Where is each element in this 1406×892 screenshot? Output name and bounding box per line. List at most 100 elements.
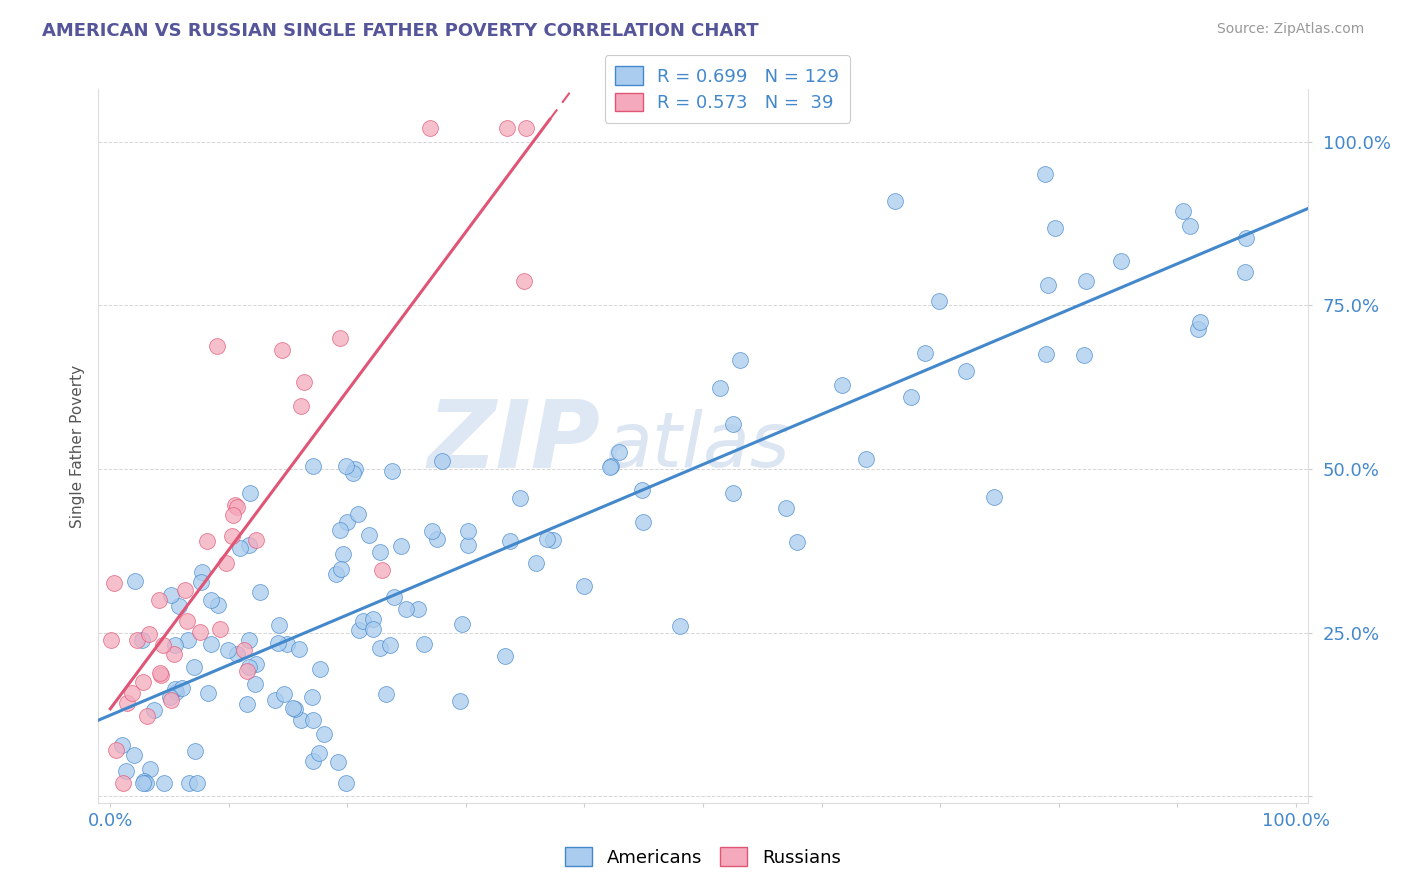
Point [176,614,198,628]
Point [112,776,135,790]
Point [332,547,354,561]
Point [457,538,479,552]
Point [290,713,312,727]
Point [509,491,531,505]
Point [1180,219,1202,234]
Point [1109,253,1132,268]
Point [378,638,401,652]
Point [343,461,366,475]
Point [406,602,429,616]
Point [329,523,352,537]
Point [495,648,517,663]
Point [374,687,396,701]
Point [235,697,257,711]
Point [238,633,260,648]
Point [513,274,536,288]
Point [103,576,125,591]
Point [709,381,731,395]
Point [599,460,621,475]
Point [1171,203,1194,218]
Point [245,533,267,548]
Point [124,574,146,589]
Point [382,590,405,604]
Point [236,664,259,678]
Point [153,776,176,790]
Point [170,681,193,695]
Point [786,535,808,549]
Point [301,690,323,704]
Point [389,539,412,553]
Point [276,637,298,651]
Point [543,533,565,547]
Point [100,633,122,648]
Point [536,532,558,546]
Point [326,755,349,769]
Point [127,632,149,647]
Point [495,121,517,136]
Point [325,567,347,582]
Point [1189,314,1212,328]
Point [302,459,325,474]
Point [290,399,312,413]
Point [159,588,181,602]
Point [329,331,352,345]
Point [831,377,853,392]
Point [243,677,266,691]
Point [1038,277,1060,292]
Legend: R = 0.699   N = 129, R = 0.573   N =  39: R = 0.699 N = 129, R = 0.573 N = 39 [605,55,849,123]
Point [419,121,441,136]
Point [283,701,305,715]
Point [335,458,357,473]
Point [314,727,336,741]
Point [245,657,267,671]
Text: atlas: atlas [606,409,790,483]
Point [266,636,288,650]
Point [1187,322,1209,336]
Point [191,565,214,579]
Point [165,685,187,699]
Point [309,662,332,676]
Point [413,637,436,651]
Point [105,742,128,756]
Point [183,660,205,674]
Point [330,561,353,575]
Point [229,541,252,555]
Point [195,534,218,549]
Point [225,647,247,661]
Point [160,692,183,706]
Point [288,642,311,657]
Point [163,638,186,652]
Point [955,364,977,378]
Point [359,527,381,541]
Point [150,668,173,682]
Point [159,690,181,705]
Point [217,642,239,657]
Point [914,346,936,360]
Point [121,686,143,700]
Point [721,486,744,500]
Text: AMERICAN VS RUSSIAN SINGLE FATHER POVERTY CORRELATION CHART: AMERICAN VS RUSSIAN SINGLE FATHER POVERT… [42,22,759,40]
Point [177,776,200,790]
Point [347,623,370,637]
Point [190,574,212,589]
Point [149,666,172,681]
Point [177,632,200,647]
Point [163,681,186,696]
Point [183,744,205,758]
Point [449,694,471,708]
Point [499,533,522,548]
Point [368,544,391,558]
Legend: Americans, Russians: Americans, Russians [558,840,848,874]
Point [361,612,384,626]
Point [1234,265,1257,279]
Point [983,490,1005,504]
Point [630,483,652,497]
Point [457,524,479,539]
Point [524,556,547,570]
Point [352,614,374,628]
Point [292,376,315,390]
Point [135,776,157,790]
Point [273,687,295,701]
Point [167,599,190,613]
Point [347,507,370,521]
